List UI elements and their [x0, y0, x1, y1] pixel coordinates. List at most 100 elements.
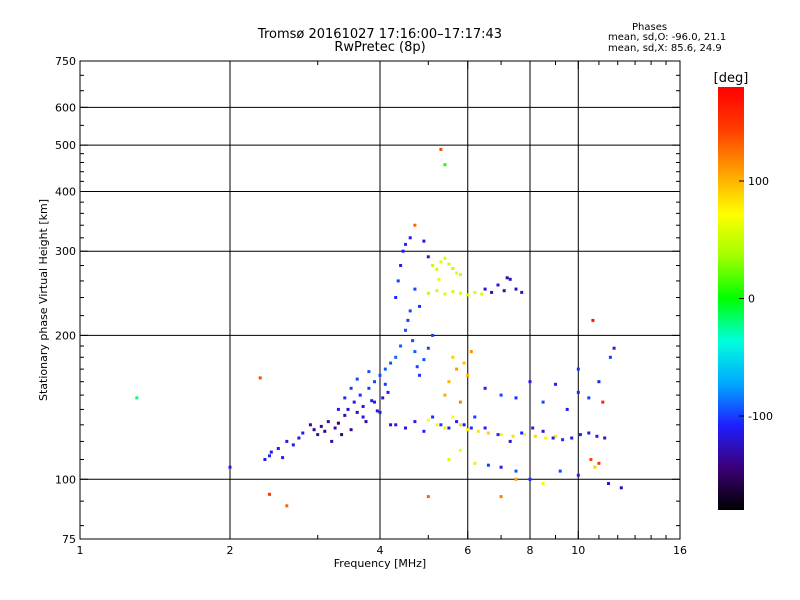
- y-axis-label: Stationary phase Virtual Height [km]: [37, 199, 50, 401]
- data-point: [514, 287, 518, 291]
- data-point: [404, 328, 407, 332]
- data-point: [533, 434, 537, 438]
- data-point: [541, 482, 545, 485]
- data-point: [558, 469, 562, 473]
- data-point: [383, 382, 387, 386]
- x-tick-label: 1: [77, 544, 84, 557]
- data-point: [355, 410, 359, 414]
- data-point: [135, 396, 139, 400]
- data-point: [587, 396, 591, 400]
- colorbar-tick-label: -100: [748, 410, 773, 423]
- data-point: [466, 293, 470, 297]
- data-point: [554, 434, 557, 438]
- data-point: [408, 236, 412, 240]
- data-point: [473, 290, 477, 294]
- data-point: [576, 473, 580, 477]
- data-point: [431, 333, 435, 337]
- data-point: [346, 407, 350, 411]
- data-point: [505, 276, 509, 280]
- data-point: [281, 456, 285, 460]
- data-point: [458, 273, 462, 277]
- data-point: [276, 447, 280, 450]
- data-point: [496, 433, 500, 437]
- data-point: [531, 426, 535, 430]
- colorbar-tick-label: 100: [748, 175, 769, 188]
- data-point: [378, 373, 382, 377]
- data-points: [135, 147, 623, 508]
- data-point: [473, 461, 477, 465]
- data-point: [343, 396, 347, 400]
- data-point: [404, 242, 407, 246]
- data-point: [386, 390, 390, 394]
- data-point: [413, 350, 417, 354]
- data-point: [401, 249, 405, 253]
- data-point: [406, 318, 410, 322]
- y-tick-label: 100: [55, 473, 76, 486]
- data-point: [476, 429, 480, 433]
- data-point: [383, 367, 387, 371]
- data-point: [263, 458, 267, 461]
- data-point: [418, 373, 421, 377]
- data-point: [285, 439, 289, 443]
- x-tick-label: 6: [464, 544, 471, 557]
- data-point: [462, 361, 466, 365]
- data-point: [458, 291, 462, 295]
- grid: [80, 61, 680, 539]
- data-point: [443, 426, 447, 430]
- data-point: [439, 423, 443, 427]
- data-point: [413, 223, 417, 227]
- data-point: [462, 423, 466, 427]
- data-point: [447, 380, 451, 384]
- data-point: [451, 267, 455, 270]
- data-point: [312, 428, 316, 432]
- data-point: [422, 358, 426, 362]
- phases-heading: Phases: [632, 22, 668, 33]
- data-point: [451, 290, 455, 294]
- colorbar-tick-label: 0: [748, 293, 755, 306]
- data-point: [415, 365, 419, 369]
- data-point: [595, 434, 599, 438]
- data-point: [308, 423, 312, 427]
- axis-ticks: [79, 60, 681, 539]
- data-point: [439, 260, 443, 264]
- data-point: [447, 426, 451, 430]
- data-point: [268, 492, 271, 496]
- data-point: [601, 400, 605, 404]
- data-point: [326, 420, 330, 424]
- data-point: [355, 377, 359, 381]
- data-point: [466, 428, 470, 432]
- data-point: [422, 239, 426, 243]
- y-tick-label: 300: [55, 245, 76, 258]
- data-point: [486, 431, 490, 435]
- data-point: [458, 448, 462, 452]
- data-point: [437, 277, 441, 281]
- x-tick-label: 10: [571, 544, 585, 557]
- data-point: [619, 486, 623, 490]
- data-point: [431, 264, 435, 267]
- data-point: [499, 495, 503, 499]
- data-point: [268, 454, 271, 458]
- x-tick-labels: 1 2 4 6 8 10 16: [77, 544, 688, 557]
- data-point: [541, 400, 545, 404]
- data-point: [323, 429, 327, 433]
- data-point: [375, 409, 379, 413]
- y-tick-label: 75: [62, 533, 76, 546]
- data-point: [589, 458, 593, 461]
- data-point: [435, 423, 439, 427]
- x-tick-label: 2: [227, 544, 234, 557]
- data-point: [411, 339, 415, 343]
- data-point: [413, 420, 417, 424]
- chart-subtitle: RwPretec (8p): [334, 40, 426, 55]
- data-point: [426, 418, 430, 422]
- data-point: [480, 292, 484, 296]
- data-point: [422, 429, 426, 433]
- data-point: [523, 433, 526, 437]
- data-point: [483, 287, 487, 291]
- data-point: [496, 283, 500, 287]
- data-point: [399, 264, 403, 267]
- colorbar-ticks: 100 0 -100: [739, 175, 773, 423]
- data-point: [565, 407, 569, 411]
- data-point: [408, 309, 412, 313]
- y-tick-label: 400: [55, 185, 76, 198]
- data-point: [514, 469, 518, 473]
